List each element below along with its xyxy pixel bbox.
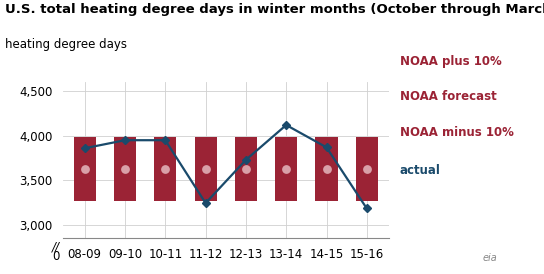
Point xyxy=(362,167,371,171)
Text: actual: actual xyxy=(400,164,441,177)
Bar xyxy=(195,137,217,201)
Text: //: // xyxy=(52,240,60,253)
Bar xyxy=(73,137,96,201)
Bar xyxy=(275,137,297,201)
Point xyxy=(282,167,290,171)
Text: eia: eia xyxy=(482,253,497,263)
Point xyxy=(81,167,89,171)
Point xyxy=(242,167,250,171)
Text: NOAA minus 10%: NOAA minus 10% xyxy=(400,126,514,139)
Text: U.S. total heating degree days in winter months (October through March): U.S. total heating degree days in winter… xyxy=(5,3,544,16)
Bar xyxy=(356,137,378,201)
Point xyxy=(322,167,331,171)
Text: heating degree days: heating degree days xyxy=(5,38,127,51)
Bar xyxy=(114,137,136,201)
Bar xyxy=(316,137,338,201)
Bar xyxy=(235,137,257,201)
Point xyxy=(121,167,129,171)
Point xyxy=(201,167,210,171)
Text: NOAA forecast: NOAA forecast xyxy=(400,90,497,103)
Text: NOAA plus 10%: NOAA plus 10% xyxy=(400,55,502,68)
Bar xyxy=(154,137,176,201)
Text: 0: 0 xyxy=(52,250,60,263)
Point xyxy=(161,167,170,171)
